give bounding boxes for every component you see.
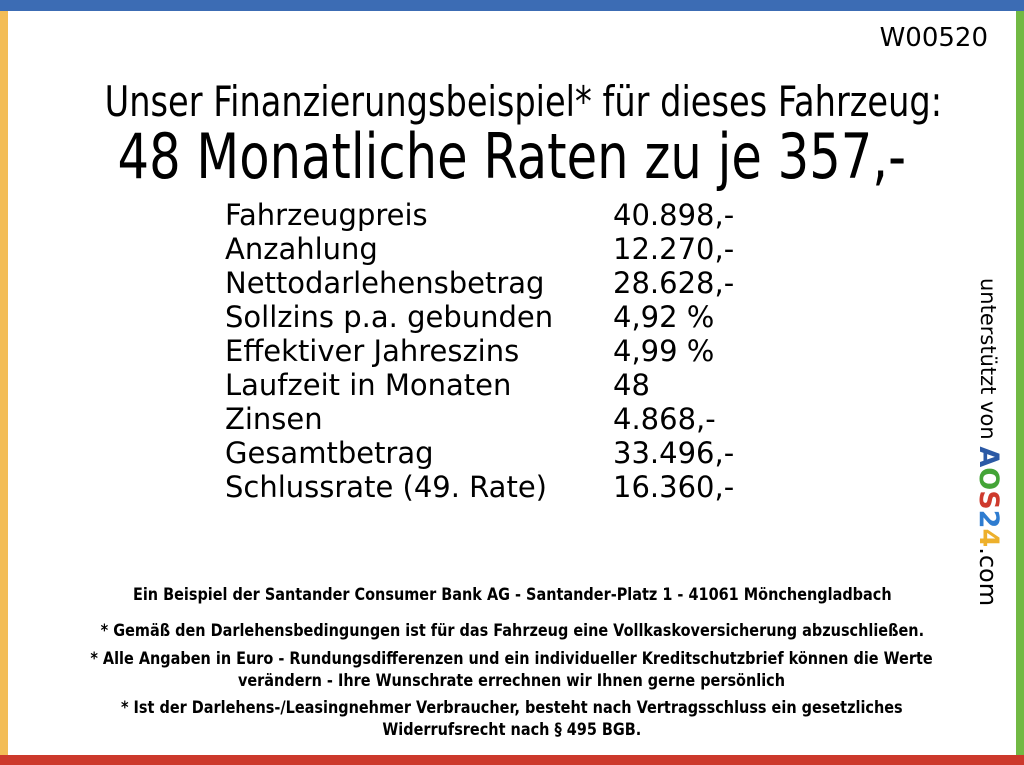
row-label: Fahrzeugpreis (225, 198, 428, 232)
row-value: 48 (613, 368, 650, 402)
table-row: Schlussrate (49. Rate) 16.360,- (225, 470, 825, 504)
table-row: Sollzins p.a. gebunden 4,92 % (225, 300, 825, 334)
row-label: Laufzeit in Monaten (225, 368, 512, 402)
supported-by-text: unterstützt von (976, 278, 1000, 447)
row-label: Effektiver Jahreszins (225, 334, 520, 368)
table-row: Fahrzeugpreis 40.898,- (225, 198, 825, 232)
footnote-withdrawal: * Ist der Darlehens-/Leasingnehmer Verbr… (0, 697, 1024, 741)
table-row: Nettodarlehensbetrag 28.628,- (225, 266, 825, 300)
row-label: Nettodarlehensbetrag (225, 266, 545, 300)
table-row: Effektiver Jahreszins 4,99 % (225, 334, 825, 368)
footnote-euro: * Alle Angaben in Euro - Rundungsdiffere… (0, 648, 1024, 692)
row-value: 4,92 % (613, 300, 715, 334)
page-subtitle: 48 Monatliche Raten zu je 357,- (0, 124, 1024, 190)
row-label: Schlussrate (49. Rate) (225, 470, 547, 504)
page-title: Unser Finanzierungsbeispiel* für dieses … (0, 80, 1024, 124)
page-subtitle-text: 48 Monatliche Raten zu je 357,- (117, 120, 907, 193)
table-row: Zinsen 4.868,- (225, 402, 825, 436)
aos24-logo: AOS24 (973, 446, 1004, 547)
footnote-euro-text: * Alle Angaben in Euro - Rundungsdiffere… (90, 649, 934, 691)
logo-letter: O (973, 467, 1004, 491)
page-title-text: Unser Finanzierungsbeispiel* für dieses … (104, 77, 943, 126)
row-value: 28.628,- (613, 266, 735, 300)
logo-letter: A (973, 446, 1004, 468)
financing-table: Fahrzeugpreis 40.898,- Anzahlung 12.270,… (225, 198, 825, 504)
frame-left-stripe (0, 11, 8, 755)
table-row: Gesamtbetrag 33.496,- (225, 436, 825, 470)
row-value: 40.898,- (613, 198, 735, 232)
footnote-insurance: * Gemäß den Darlehensbedingungen ist für… (0, 620, 1024, 642)
logo-letter: 4 (973, 528, 1004, 548)
row-value: 4.868,- (613, 402, 716, 436)
row-value: 4,99 % (613, 334, 715, 368)
footnote-insurance-text: * Gemäß den Darlehensbedingungen ist für… (100, 621, 924, 641)
bank-example-line: Ein Beispiel der Santander Consumer Bank… (0, 584, 1024, 606)
vehicle-code: W00520 (879, 23, 988, 53)
row-value: 12.270,- (613, 232, 735, 266)
row-label: Anzahlung (225, 232, 378, 266)
row-label: Zinsen (225, 402, 323, 436)
logo-letter: S (973, 490, 1004, 510)
row-value: 16.360,- (613, 470, 735, 504)
frame-bottom-bar (0, 755, 1024, 765)
logo-letter: 2 (973, 509, 1004, 529)
bank-example-text: Ein Beispiel der Santander Consumer Bank… (132, 585, 892, 605)
footnote-withdrawal-text: * Ist der Darlehens-/Leasingnehmer Verbr… (121, 698, 903, 740)
row-value: 33.496,- (613, 436, 735, 470)
logo-domain-suffix: .com (974, 547, 1002, 607)
row-label: Sollzins p.a. gebunden (225, 300, 554, 334)
table-row: Anzahlung 12.270,- (225, 232, 825, 266)
row-label: Gesamtbetrag (225, 436, 434, 470)
supported-by-watermark: unterstützt von AOS24.com (973, 278, 1004, 606)
table-row: Laufzeit in Monaten 48 (225, 368, 825, 402)
frame-top-bar (0, 0, 1024, 11)
frame-right-stripe (1016, 11, 1024, 755)
